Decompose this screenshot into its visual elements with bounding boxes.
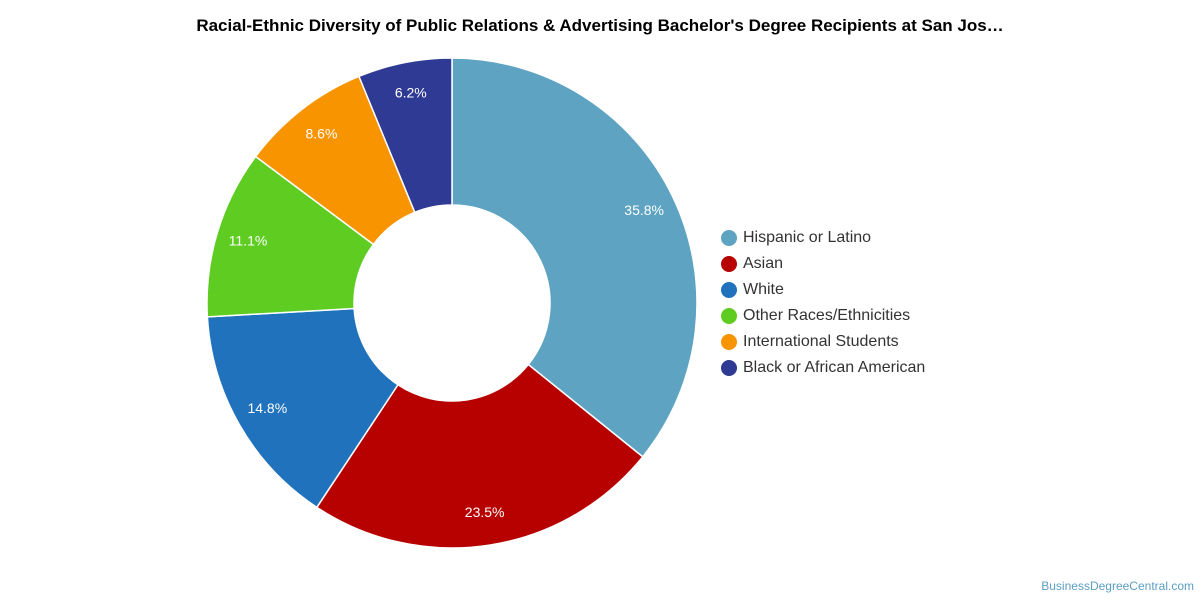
legend-marker bbox=[721, 334, 737, 350]
slice-label-white: 14.8% bbox=[247, 400, 287, 416]
legend-marker bbox=[721, 282, 737, 298]
legend-label: Asian bbox=[743, 255, 783, 272]
legend-label: Black or African American bbox=[743, 359, 925, 376]
slice-label-international-students: 8.6% bbox=[305, 125, 337, 141]
slice-label-other-races-ethnicities: 11.1% bbox=[229, 232, 268, 248]
legend: Hispanic or Latino Asian White Other Races/… bbox=[721, 229, 925, 376]
legend-marker bbox=[721, 230, 737, 246]
legend-item-white[interactable]: White bbox=[721, 281, 784, 298]
legend-marker bbox=[721, 360, 737, 376]
legend-label: White bbox=[743, 281, 784, 298]
slice-white[interactable] bbox=[206, 307, 399, 509]
slice-asian[interactable] bbox=[315, 363, 644, 549]
slice-label-black-or-african-american: 6.2% bbox=[395, 85, 427, 101]
slices-group bbox=[206, 57, 698, 549]
slice-labels-group: 35.8% 23.5% 14.8% 11.1% 8.6% 6.2% bbox=[229, 85, 664, 520]
legend-item-other-races-ethnicities[interactable]: Other Races/Ethnicities bbox=[721, 307, 910, 324]
legend-marker bbox=[721, 256, 737, 272]
chart-title: Racial-Ethnic Diversity of Public Relati… bbox=[196, 16, 1004, 35]
legend-item-black-or-african-american[interactable]: Black or African American bbox=[721, 359, 925, 376]
legend-item-international-students[interactable]: International Students bbox=[721, 333, 899, 350]
watermark-link[interactable]: BusinessDegreeCentral.com bbox=[1041, 579, 1194, 593]
legend-label: International Students bbox=[743, 333, 899, 350]
slice-label-hispanic-or-latino: 35.8% bbox=[624, 202, 664, 218]
legend-marker bbox=[721, 308, 737, 324]
slice-black-or-african-american[interactable] bbox=[357, 57, 453, 214]
legend-item-asian[interactable]: Asian bbox=[721, 255, 783, 272]
legend-item-hispanic-or-latino[interactable]: Hispanic or Latino bbox=[721, 229, 871, 246]
slice-label-asian: 23.5% bbox=[465, 504, 505, 520]
slice-hispanic-or-latino[interactable] bbox=[451, 57, 698, 458]
legend-label: Other Races/Ethnicities bbox=[743, 307, 910, 324]
legend-label: Hispanic or Latino bbox=[743, 229, 871, 246]
slice-other-races-ethnicities[interactable] bbox=[206, 155, 375, 318]
